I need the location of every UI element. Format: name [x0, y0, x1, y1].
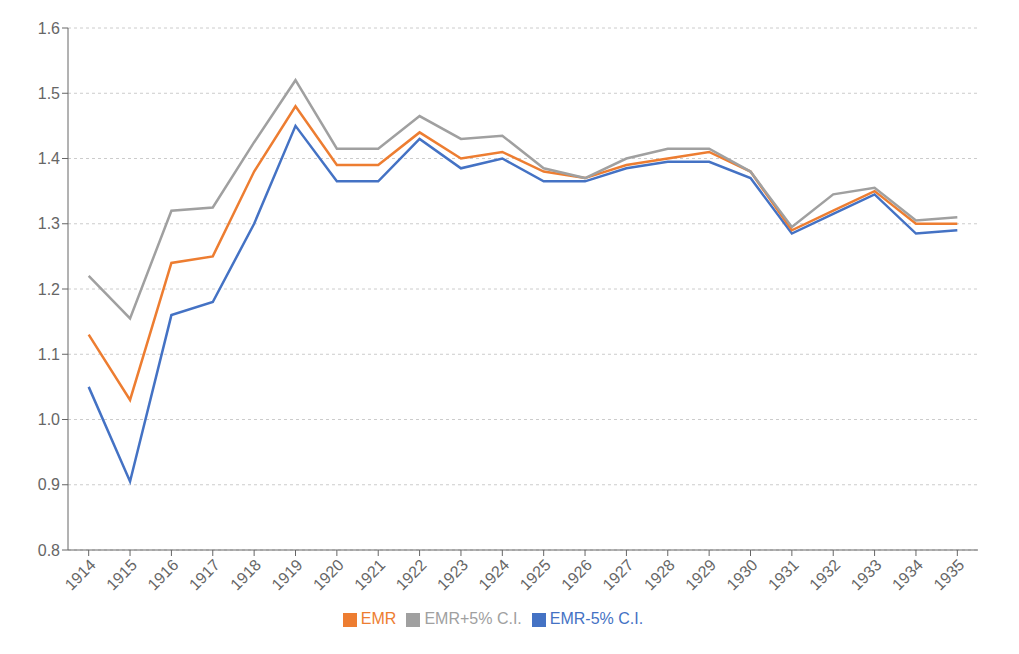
svg-text:1.1: 1.1 [38, 346, 60, 363]
svg-text:1935: 1935 [930, 556, 967, 593]
svg-text:1923: 1923 [434, 556, 471, 593]
svg-text:1924: 1924 [475, 556, 512, 593]
html-text:EMR-5% C.I.: EMR-5% C.I. [549, 610, 644, 627]
svg-text:1.0: 1.0 [38, 411, 60, 428]
svg-text:1916: 1916 [144, 556, 181, 593]
svg-text:1.5: 1.5 [38, 85, 60, 102]
html-text:EMR: EMR [360, 610, 397, 627]
svg-text:1917: 1917 [186, 556, 223, 593]
svg-text:1915: 1915 [103, 556, 140, 593]
svg-text:1920: 1920 [310, 556, 347, 593]
svg-text:1925: 1925 [517, 556, 554, 593]
svg-text:1927: 1927 [599, 556, 636, 593]
svg-text:1928: 1928 [641, 556, 678, 593]
svg-text:1918: 1918 [227, 556, 264, 593]
svg-text:1933: 1933 [848, 556, 885, 593]
svg-text:1.4: 1.4 [38, 150, 60, 167]
svg-text:1929: 1929 [682, 556, 719, 593]
html-text:EMR+5% C.I.: EMR+5% C.I. [424, 610, 522, 627]
svg-text:0.9: 0.9 [38, 476, 60, 493]
svg-text:1922: 1922 [393, 556, 430, 593]
svg-text:1919: 1919 [268, 556, 305, 593]
svg-text:0.8: 0.8 [38, 542, 60, 559]
svg-text:1914: 1914 [62, 556, 99, 593]
svg-text:1930: 1930 [723, 556, 760, 593]
svg-text:1934: 1934 [889, 556, 926, 593]
svg-text:1921: 1921 [351, 556, 388, 593]
svg-text:1.2: 1.2 [38, 281, 60, 298]
svg-text:1932: 1932 [806, 556, 843, 593]
svg-text:1.6: 1.6 [38, 20, 60, 37]
svg-text:1.3: 1.3 [38, 215, 60, 232]
svg-text:1931: 1931 [765, 556, 802, 593]
svg-text:1926: 1926 [558, 556, 595, 593]
